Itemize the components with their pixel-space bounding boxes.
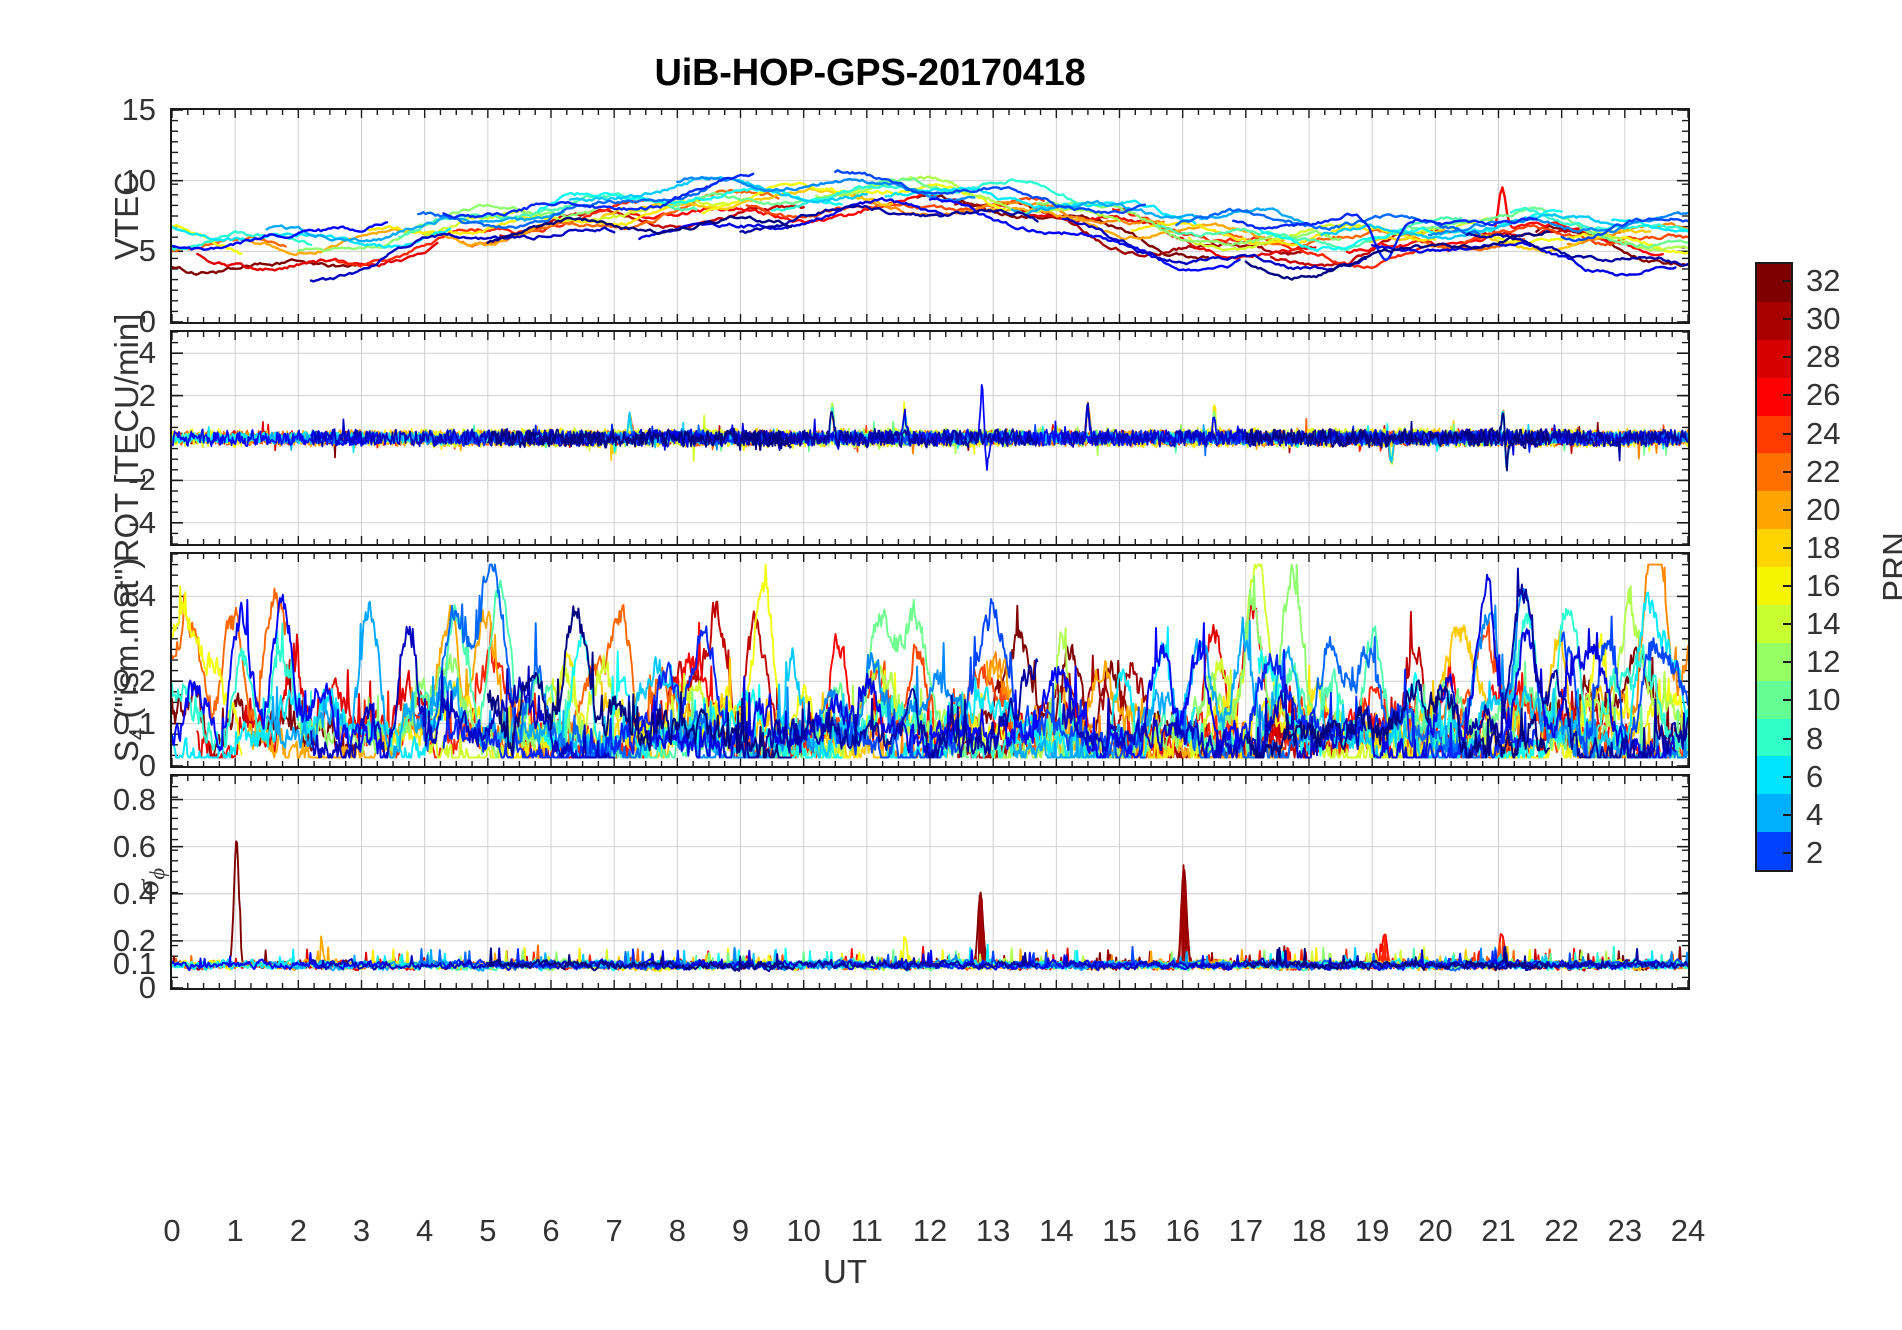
xtick-17: 17 (1228, 1213, 1264, 1248)
xtick-13: 13 (975, 1213, 1011, 1248)
colorbar-tick-2: 2 (1806, 834, 1824, 870)
xtick-19: 19 (1354, 1213, 1390, 1248)
xtick-16: 16 (1165, 1213, 1200, 1248)
ytick-sigma_phi-2: 0.4 (112, 875, 156, 911)
page-title: UiB-HOP-GPS-20170418 (654, 52, 1086, 94)
ytick-sigma_phi-1: 0.6 (112, 828, 156, 864)
colorbar-tickmark-28 (1783, 356, 1793, 359)
colorbar-tick-10: 10 (1806, 682, 1841, 718)
ytick-sigma_phi-4: 0.1 (112, 946, 156, 982)
xtick-24: 24 (1670, 1213, 1706, 1248)
colorbar-tickmark-4 (1783, 813, 1793, 816)
ytick-s4-0: 0.4 (112, 578, 156, 614)
ytick-s4-1: 0.2 (112, 663, 156, 699)
colorbar-band-3 (1757, 377, 1791, 416)
xtick-12: 12 (912, 1213, 948, 1248)
colorbar-tickmark-18 (1783, 546, 1793, 549)
colorbar-tickmark-6 (1783, 775, 1793, 778)
xtick-20: 20 (1418, 1213, 1453, 1248)
ytick-rot-0: 4 (138, 335, 156, 371)
colorbar-tickmark-10 (1783, 699, 1793, 702)
colorbar-tickmark-26 (1783, 394, 1793, 397)
xtick-1: 1 (226, 1213, 244, 1248)
panel-s4 (170, 552, 1690, 768)
colorbar-band-14 (1757, 794, 1791, 833)
ytick-s4-2: 0.1 (112, 705, 156, 741)
xtick-14: 14 (1039, 1213, 1074, 1248)
ytick-rot-3: -2 (128, 462, 156, 498)
colorbar-band-12 (1757, 718, 1791, 757)
colorbar-label: PRN (1876, 532, 1902, 602)
colorbar-tick-6: 6 (1806, 758, 1824, 794)
ytick-s4-3: 0 (138, 748, 156, 783)
colorbar-band-2 (1757, 339, 1791, 378)
xtick-8: 8 (668, 1213, 686, 1248)
ytick-vtec-3: 0 (138, 304, 156, 339)
colorbar-tickmark-2 (1783, 851, 1793, 854)
colorbar-tick-20: 20 (1806, 491, 1841, 527)
xtick-10: 10 (786, 1213, 821, 1248)
xtick-23: 23 (1607, 1213, 1643, 1248)
colorbar-tick-18: 18 (1806, 529, 1841, 565)
colorbar-tick-26: 26 (1806, 377, 1841, 413)
colorbar-band-13 (1757, 756, 1791, 795)
colorbar-tick-16: 16 (1806, 568, 1841, 604)
colorbar (1755, 262, 1793, 872)
xtick-9: 9 (731, 1213, 750, 1248)
xtick-15: 15 (1102, 1213, 1137, 1248)
colorbar-tick-28: 28 (1806, 339, 1841, 375)
xtick-4: 4 (416, 1213, 434, 1248)
xtick-7: 7 (605, 1213, 623, 1248)
xtick-18: 18 (1291, 1213, 1327, 1248)
ytick-vtec-0: 15 (121, 92, 156, 127)
colorbar-tickmark-20 (1783, 508, 1793, 511)
colorbar-tickmark-30 (1783, 318, 1793, 321)
colorbar-tickmark-24 (1783, 432, 1793, 435)
colorbar-tickmark-14 (1783, 623, 1793, 626)
colorbar-tick-22: 22 (1806, 453, 1841, 489)
ytick-rot-2: 0 (138, 420, 156, 455)
xtick-21: 21 (1481, 1213, 1516, 1248)
colorbar-tick-4: 4 (1806, 796, 1824, 832)
colorbar-tickmark-16 (1783, 585, 1793, 588)
xtick-5: 5 (479, 1213, 497, 1248)
colorbar-tick-12: 12 (1806, 644, 1841, 680)
panel-rot (170, 330, 1690, 546)
ytick-vtec-2: 5 (138, 233, 156, 269)
panel-vtec (170, 108, 1690, 324)
ytick-rot-4: -4 (128, 504, 156, 540)
ytick-sigma_phi-0: 0.8 (112, 781, 156, 817)
xtick-6: 6 (542, 1213, 560, 1248)
colorbar-tickmark-22 (1783, 470, 1793, 473)
xtick-11: 11 (850, 1213, 883, 1248)
ytick-vtec-1: 10 (121, 162, 156, 198)
colorbar-tick-14: 14 (1806, 606, 1841, 642)
colorbar-tickmark-12 (1783, 661, 1793, 664)
xtick-0: 0 (163, 1213, 181, 1248)
colorbar-tick-30: 30 (1806, 301, 1841, 337)
colorbar-tick-32: 32 (1806, 263, 1841, 299)
ytick-sigma_phi-5: 0 (138, 970, 156, 1005)
colorbar-tick-8: 8 (1806, 720, 1824, 756)
xtick-3: 3 (352, 1213, 371, 1248)
colorbar-band-15 (1757, 832, 1791, 870)
xtick-2: 2 (289, 1213, 307, 1248)
ytick-rot-1: 2 (138, 377, 156, 413)
axis-label-ut: UT (823, 1253, 867, 1290)
ytick-sigma_phi-3: 0.2 (112, 922, 156, 958)
xtick-22: 22 (1544, 1213, 1579, 1248)
colorbar-band-0 (1757, 264, 1791, 302)
colorbar-band-1 (1757, 301, 1791, 340)
colorbar-tick-24: 24 (1806, 415, 1841, 451)
colorbar-tickmark-8 (1783, 737, 1793, 740)
colorbar-tickmark-32 (1783, 280, 1793, 283)
panel-sigma-phi (170, 774, 1690, 990)
